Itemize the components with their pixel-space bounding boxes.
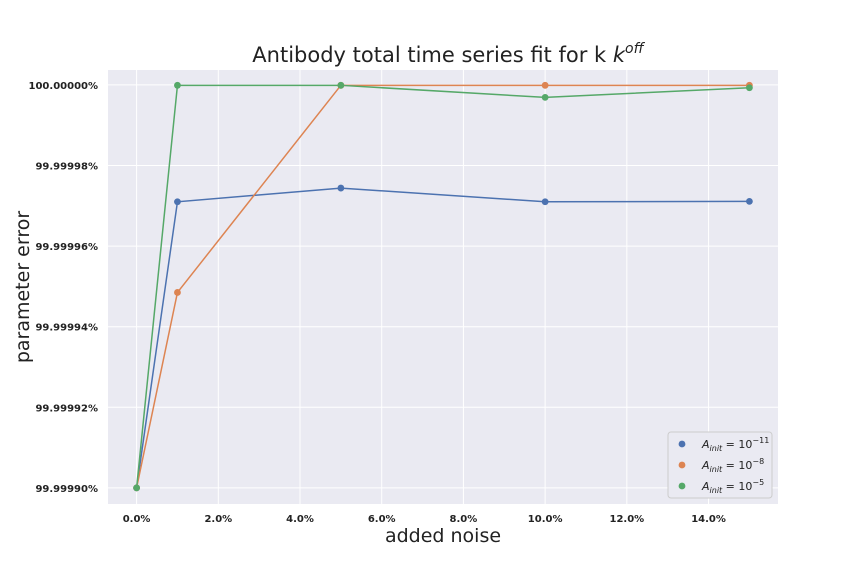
y-axis-label: parameter error	[12, 211, 34, 364]
x-tick-label: 12.0%	[609, 514, 644, 525]
series-1-point	[746, 197, 753, 205]
y-tick-label: 99.99994%	[35, 323, 98, 334]
series-3-point	[746, 84, 753, 92]
y-tick-label: 99.99990%	[35, 484, 98, 495]
y-tick-label: 99.99998%	[35, 162, 98, 173]
legend: Ainit = 10−11 Ainit = 10−8 Ainit = 10−5	[667, 431, 773, 499]
y-tick-label: 100.00000%	[29, 81, 98, 92]
series-1-point	[541, 198, 549, 206]
x-tick-labels: 0.0% 2.0% 4.0% 6.0% 8.0% 10.0% 12.0% 14.0%	[123, 514, 726, 525]
plot-background	[108, 70, 778, 504]
x-tick-label: 2.0%	[204, 514, 232, 525]
y-tick-label: 99.99992%	[35, 403, 98, 414]
series-1-point	[174, 198, 181, 206]
legend-box	[667, 431, 773, 499]
x-axis-label: added noise	[385, 525, 501, 547]
series-2-point	[541, 81, 549, 89]
series-2-point	[174, 289, 181, 296]
legend-label-2: Ainit = 10−8	[701, 457, 764, 474]
legend-marker-2	[678, 461, 686, 469]
series-3-point	[133, 484, 140, 492]
x-tick-label: 0.0%	[123, 514, 151, 525]
series-3-point	[174, 81, 181, 89]
series-layer	[133, 81, 753, 492]
x-tick-label: 8.0%	[450, 514, 478, 525]
series-3-point	[541, 94, 549, 101]
x-tick-label: 10.0%	[528, 514, 563, 525]
chart-title: Antibody total time series fit for k kof…	[252, 41, 645, 67]
legend-label-3: Ainit = 10−5	[701, 478, 764, 495]
legend-marker-3	[678, 482, 686, 490]
legend-label-1: Ainit = 10−11	[701, 436, 769, 453]
series-3-point	[337, 81, 345, 89]
legend-marker-1	[678, 440, 686, 448]
series-1-point	[337, 184, 345, 192]
y-tick-labels: 99.99990% 99.99992% 99.99994% 99.99996% 99.9…	[29, 81, 98, 495]
x-tick-label: 4.0%	[286, 514, 314, 525]
y-tick-label: 99.99996%	[35, 242, 98, 253]
x-tick-label: 6.0%	[368, 514, 396, 525]
x-tick-label: 14.0%	[691, 514, 726, 525]
